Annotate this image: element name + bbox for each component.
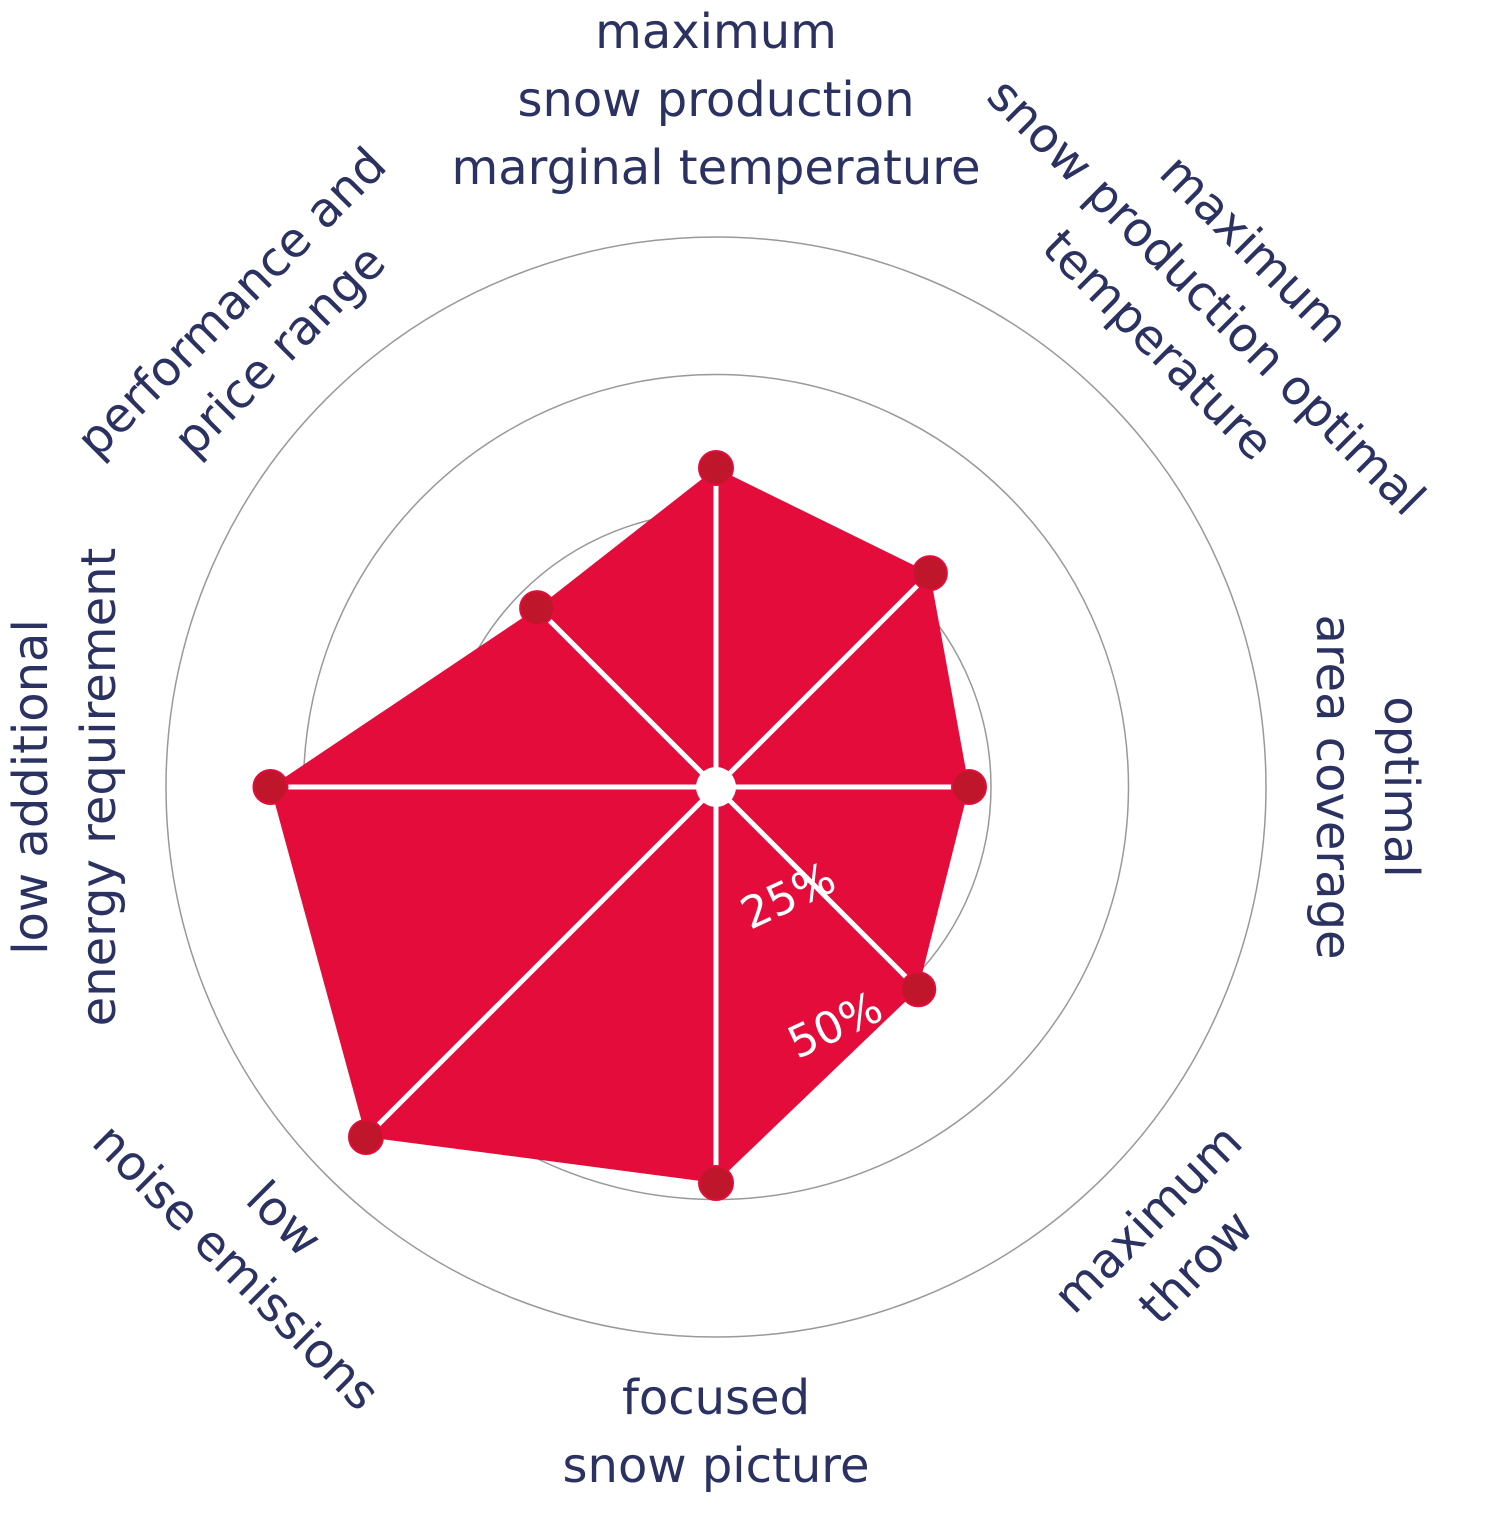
axis-label-line: maximum bbox=[595, 4, 837, 60]
spoke bbox=[364, 785, 718, 1139]
axis-label-line: snow production bbox=[517, 72, 914, 128]
axis-label: focused snow picture bbox=[563, 1370, 870, 1494]
axis-label-line: noise emissions bbox=[81, 1113, 390, 1422]
spoke bbox=[535, 606, 718, 789]
radar-area bbox=[270, 468, 969, 1183]
marker bbox=[900, 971, 937, 1008]
axis-label-line: marginal temperature bbox=[451, 140, 980, 196]
grid-ring bbox=[165, 236, 1267, 1338]
marker bbox=[698, 450, 734, 486]
spoke bbox=[714, 571, 932, 789]
axis-label-line: energy requirement bbox=[71, 548, 127, 1027]
axis-label-line: snow production optimal bbox=[976, 67, 1435, 526]
axis-label-line: snow picture bbox=[563, 1438, 870, 1494]
axis-label: maximum snow production marginal temperatu… bbox=[451, 4, 980, 196]
axis-label-line: focused bbox=[622, 1370, 810, 1426]
axis-label-line: low additional bbox=[3, 619, 59, 955]
marker bbox=[951, 769, 987, 805]
marker bbox=[252, 769, 289, 805]
axis-label-line: area coverage bbox=[1305, 614, 1361, 959]
marker bbox=[698, 1165, 734, 1201]
spoke bbox=[714, 785, 921, 992]
axis-label: low additional energy requirement bbox=[3, 548, 127, 1027]
marker bbox=[347, 1119, 384, 1156]
marker bbox=[519, 590, 556, 627]
axis-label-line: optimal bbox=[1373, 696, 1429, 878]
center bbox=[696, 767, 736, 807]
marker bbox=[911, 555, 948, 592]
